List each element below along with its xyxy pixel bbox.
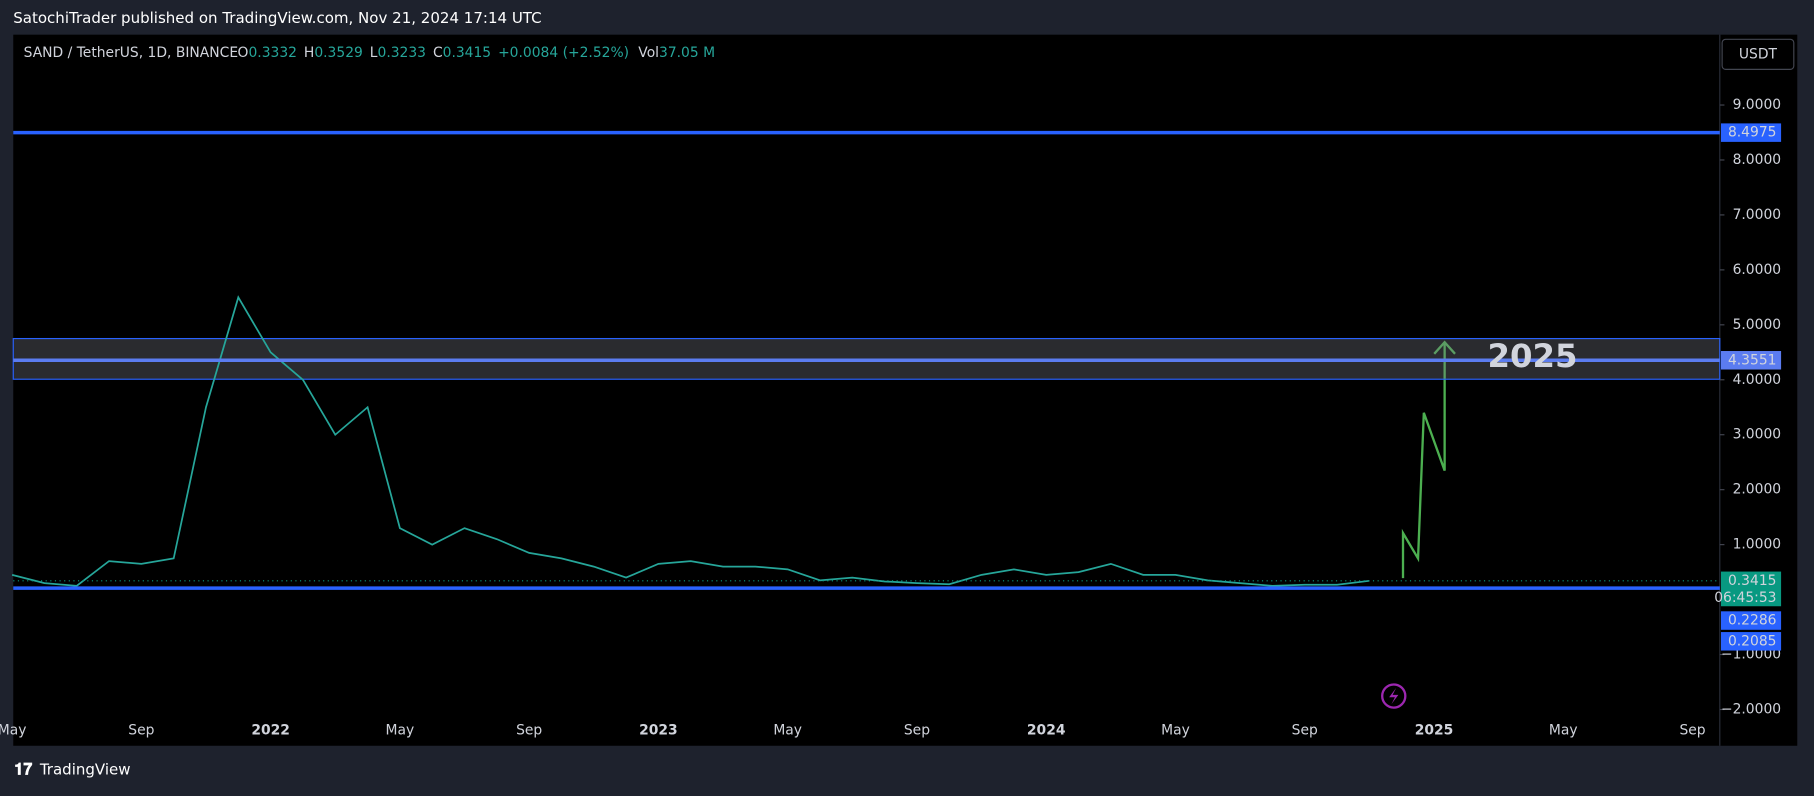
x-tick-label: May	[386, 723, 415, 739]
symbol-title: SAND / TetherUS, 1D, BINANCE	[24, 45, 238, 61]
price-line	[11, 295, 1370, 587]
currency-label[interactable]: USDT	[1739, 46, 1778, 62]
x-tick-label: 2022	[251, 723, 290, 739]
ohlc-value: 0.3529	[314, 45, 363, 61]
x-tick-label: 2024	[1027, 723, 1066, 739]
logo-mark: 𝟏𝟕	[14, 760, 32, 779]
pane	[13, 34, 1798, 746]
level-label-bg	[1720, 123, 1782, 142]
x-tick-label: Sep	[904, 723, 930, 739]
projection-arrow	[1401, 343, 1446, 579]
ohlc-key: C	[433, 45, 443, 61]
volume-key: Vol	[638, 45, 659, 61]
x-tick-label: May	[1161, 723, 1190, 739]
x-tick-label: May	[1549, 723, 1578, 739]
level-label-bg	[1720, 351, 1782, 370]
x-tick-label: Sep	[1292, 723, 1318, 739]
level-label: 4.3551	[1728, 352, 1777, 368]
arrow-head	[1433, 340, 1456, 355]
level-label-bg	[1720, 611, 1782, 630]
level-label: 8.4975	[1728, 125, 1777, 141]
y-tick-label: 8.0000	[1733, 152, 1782, 168]
last-price: 0.3415	[1728, 573, 1777, 589]
publisher: SatochiTrader published on TradingView.c…	[13, 9, 541, 27]
level-label-bg	[1720, 632, 1782, 651]
x-tick-label: Sep	[516, 723, 542, 739]
level-label: 0.2286	[1728, 613, 1777, 629]
brand: TradingView	[39, 761, 131, 779]
x-tick-label: Sep	[128, 723, 154, 739]
y-tick-label: 9.0000	[1733, 97, 1782, 113]
x-tick-label: 2025	[1415, 723, 1454, 739]
ohlc-value: 0.3332	[248, 45, 297, 61]
y-tick-label: −2.0000	[1721, 701, 1781, 717]
ohlc-legend: O0.3332 H0.3529 L0.3233 C0.3415 +0.0084 (+2.…	[238, 45, 716, 61]
currency-button[interactable]	[1721, 38, 1795, 70]
y-tick-label: 2.0000	[1733, 482, 1782, 498]
ohlc-key: L	[370, 45, 378, 61]
y-tick-label: 7.0000	[1733, 207, 1782, 223]
ohlc-key: H	[304, 45, 314, 61]
last-price-bg	[1720, 571, 1782, 607]
countdown: 06:45:53	[1714, 590, 1776, 606]
y-tick-label: 6.0000	[1733, 262, 1782, 278]
volume-value: 37.05 M	[659, 45, 715, 61]
annotation: 2025	[1487, 337, 1577, 375]
y-tick-label: 1.0000	[1733, 537, 1782, 553]
y-tick-label: 5.0000	[1733, 317, 1782, 333]
y-tick-label: 4.0000	[1733, 372, 1782, 388]
y-tick-label: 3.0000	[1733, 427, 1782, 443]
ohlc-key: O	[238, 45, 249, 61]
x-tick-label: May	[773, 723, 802, 739]
ohlc-value: 0.3415	[443, 45, 492, 61]
x-tick-label: May	[0, 723, 26, 739]
change: +0.0084 (+2.52%)	[498, 45, 629, 61]
x-tick-label: 2023	[639, 723, 678, 739]
level-label: 0.2085	[1728, 633, 1777, 649]
ohlc-value: 0.3233	[378, 45, 427, 61]
event-bolt	[1389, 687, 1399, 705]
x-tick-label: Sep	[1679, 723, 1705, 739]
event-icon[interactable]	[1381, 683, 1407, 709]
